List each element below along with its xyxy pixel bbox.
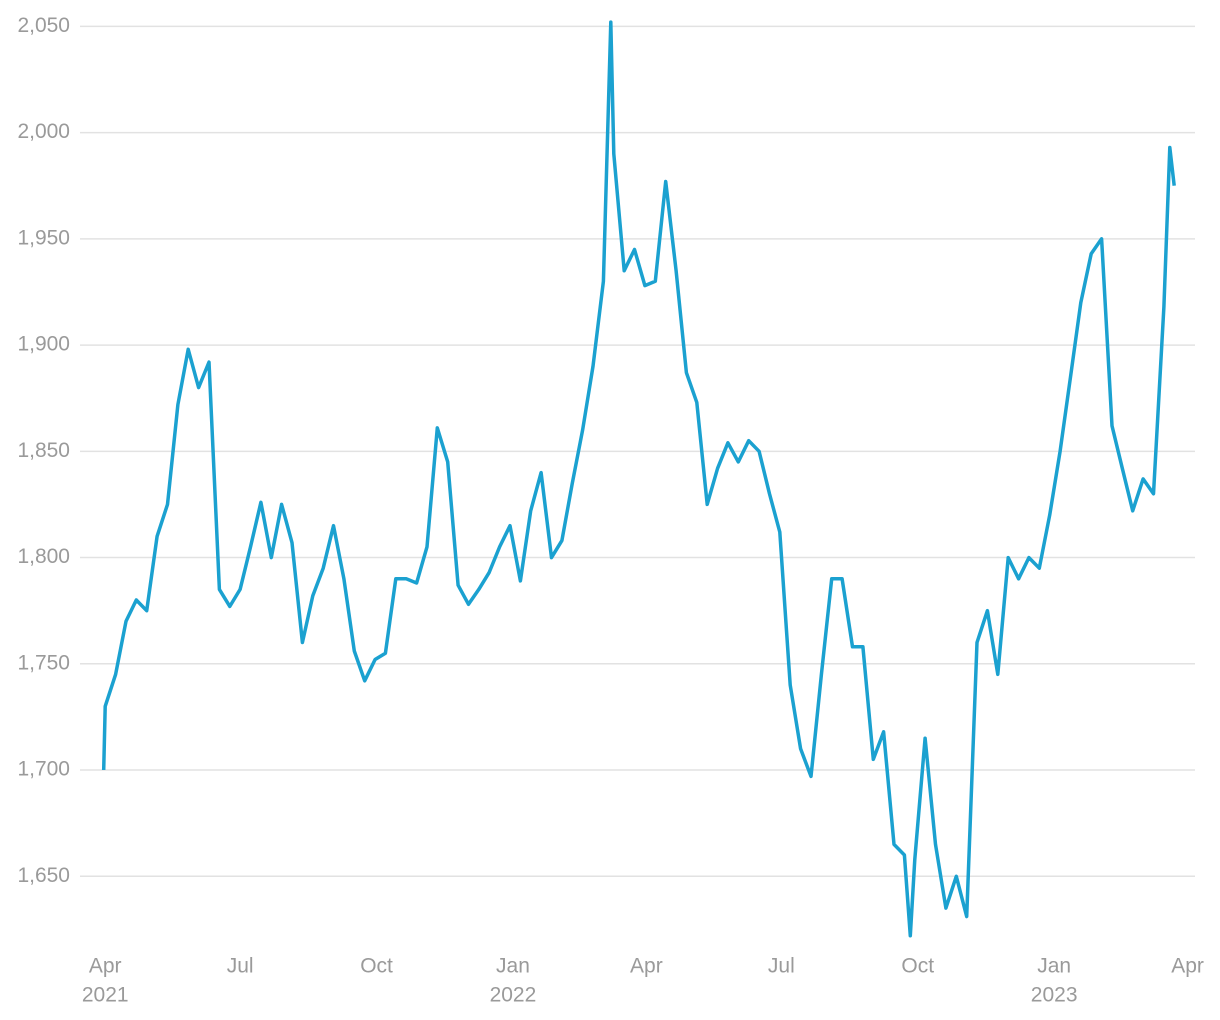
y-tick-label: 1,650 <box>17 864 70 887</box>
y-tick-label: 1,750 <box>17 651 70 674</box>
y-tick-label: 1,950 <box>17 226 70 249</box>
x-tick-year: 2022 <box>490 984 537 1007</box>
x-tick-label: Jul <box>227 955 254 978</box>
x-tick-label: Oct <box>901 955 934 978</box>
y-tick-label: 2,050 <box>17 14 70 37</box>
y-tick-label: 2,000 <box>17 120 70 143</box>
x-tick-label: Apr <box>89 955 122 978</box>
y-tick-label: 1,800 <box>17 545 70 568</box>
x-tick-year: 2023 <box>1031 984 1078 1007</box>
y-tick-label: 1,850 <box>17 439 70 462</box>
x-tick-label: Jan <box>1037 955 1071 978</box>
x-tick-year: 2021 <box>82 984 129 1007</box>
x-tick-label: Jan <box>496 955 530 978</box>
x-tick-label: Apr <box>630 955 663 978</box>
x-tick-label: Jul <box>768 955 795 978</box>
y-tick-label: 1,900 <box>17 333 70 356</box>
x-tick-label: Apr <box>1171 955 1204 978</box>
line <box>101 20 1176 938</box>
x-tick-label: Oct <box>360 955 393 978</box>
y-tick-label: 1,700 <box>17 758 70 781</box>
